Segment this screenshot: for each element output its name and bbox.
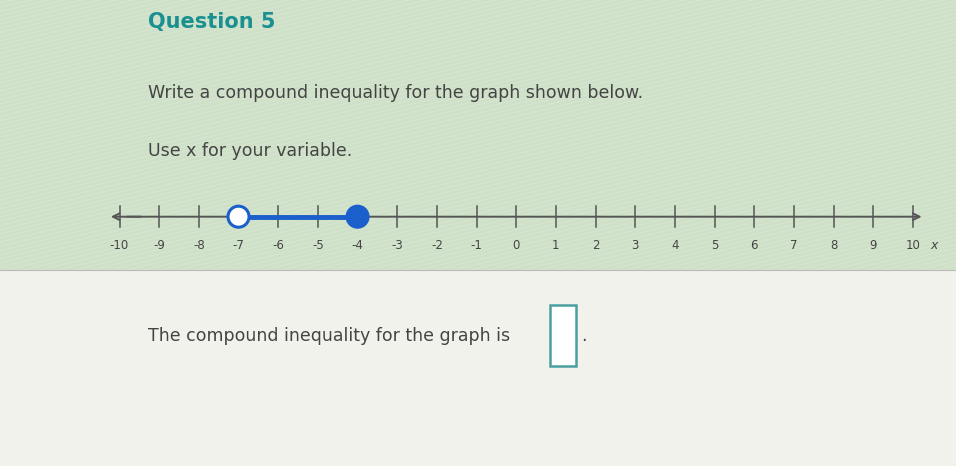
Text: 10: 10 bbox=[905, 239, 921, 252]
Ellipse shape bbox=[347, 206, 368, 227]
Text: Write a compound inequality for the graph shown below.: Write a compound inequality for the grap… bbox=[148, 84, 643, 102]
Text: Use x for your variable.: Use x for your variable. bbox=[148, 142, 353, 160]
Text: 9: 9 bbox=[870, 239, 877, 252]
Text: 4: 4 bbox=[671, 239, 679, 252]
Text: 2: 2 bbox=[592, 239, 599, 252]
Text: .: . bbox=[581, 327, 587, 344]
Text: -2: -2 bbox=[431, 239, 443, 252]
Text: -4: -4 bbox=[352, 239, 363, 252]
FancyBboxPatch shape bbox=[550, 305, 576, 366]
Text: 6: 6 bbox=[750, 239, 758, 252]
Text: -7: -7 bbox=[232, 239, 245, 252]
Text: -10: -10 bbox=[110, 239, 129, 252]
Text: 5: 5 bbox=[711, 239, 718, 252]
Ellipse shape bbox=[228, 206, 249, 227]
Text: Question 5: Question 5 bbox=[148, 12, 275, 32]
Text: x: x bbox=[930, 239, 938, 252]
Text: -5: -5 bbox=[312, 239, 324, 252]
Text: -6: -6 bbox=[272, 239, 284, 252]
Text: 3: 3 bbox=[632, 239, 639, 252]
Text: 1: 1 bbox=[553, 239, 559, 252]
Text: -1: -1 bbox=[470, 239, 483, 252]
Text: The compound inequality for the graph is: The compound inequality for the graph is bbox=[148, 327, 511, 344]
Text: 0: 0 bbox=[512, 239, 520, 252]
FancyBboxPatch shape bbox=[0, 270, 956, 466]
Text: 8: 8 bbox=[830, 239, 837, 252]
Text: -9: -9 bbox=[153, 239, 165, 252]
Text: -3: -3 bbox=[391, 239, 403, 252]
Text: -8: -8 bbox=[193, 239, 205, 252]
Text: 7: 7 bbox=[791, 239, 797, 252]
